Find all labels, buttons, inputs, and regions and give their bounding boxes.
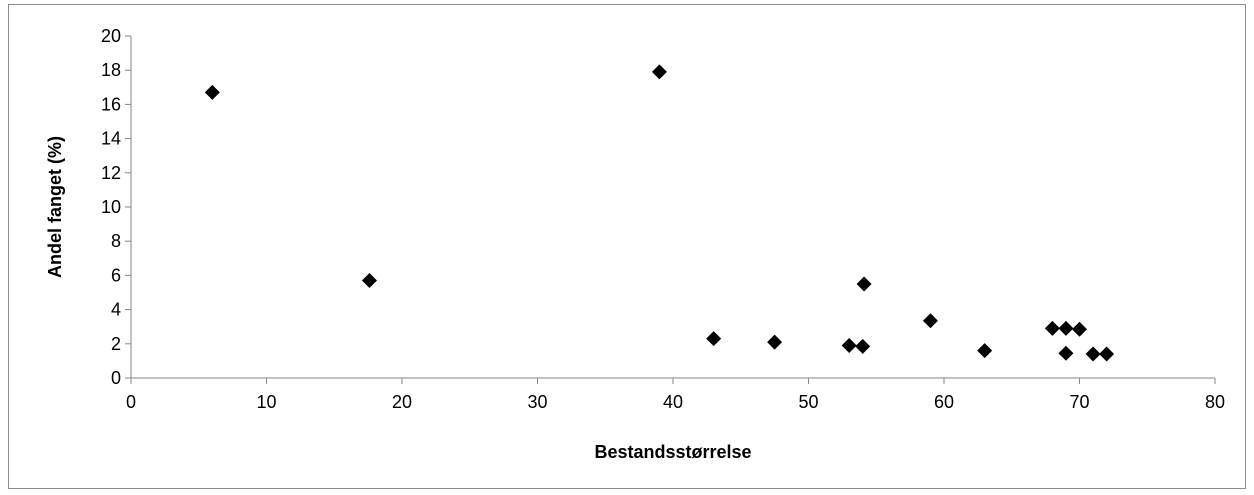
data-point (767, 334, 783, 350)
y-tick-label: 12 (101, 163, 121, 183)
y-tick-label: 16 (101, 94, 121, 114)
x-tick-label: 40 (663, 392, 683, 412)
data-point (1072, 321, 1087, 337)
data-point (1058, 345, 1074, 361)
y-tick-label: 18 (101, 60, 121, 80)
data-point (977, 343, 993, 359)
data-point (1085, 346, 1101, 362)
data-point (204, 84, 220, 100)
x-tick-label: 80 (1205, 392, 1225, 412)
y-tick-label: 8 (111, 231, 121, 251)
data-point (856, 276, 872, 292)
tick-labels: 0 2 4 6 8 10 12 14 16 18 20 0 10 20 30 40 50 60 70 80 (101, 26, 1225, 412)
y-tick-label: 14 (101, 129, 121, 149)
x-tick-label: 60 (934, 392, 954, 412)
x-tick-label: 0 (126, 392, 136, 412)
y-tick-label: 10 (101, 197, 121, 217)
y-tick-label: 20 (101, 26, 121, 46)
x-tick-label: 70 (1069, 392, 1089, 412)
x-tick-label: 20 (392, 392, 412, 412)
data-point (841, 338, 857, 354)
data-point (706, 331, 722, 347)
y-axis-title: Andel fanget (%) (45, 136, 65, 278)
data-point (1044, 320, 1060, 336)
y-tick-label: 2 (111, 334, 121, 354)
y-tick-label: 4 (111, 300, 121, 320)
data-point (651, 64, 667, 80)
x-tick-label: 30 (527, 392, 547, 412)
data-points (204, 64, 1115, 362)
data-point (855, 338, 871, 354)
data-point (361, 273, 377, 289)
chart-area: 0 2 4 6 8 10 12 14 16 18 20 0 10 20 30 40 50 60 70 80 Besta… (8, 4, 1246, 489)
y-tick-label: 0 (111, 368, 121, 388)
data-point (922, 313, 938, 329)
x-axis-title: Bestandsstørrelse (594, 442, 751, 462)
axes (125, 35, 1216, 384)
data-point (1058, 320, 1074, 336)
x-tick-label: 50 (798, 392, 818, 412)
x-tick-label: 10 (256, 392, 276, 412)
scatter-plot: 0 2 4 6 8 10 12 14 16 18 20 0 10 20 30 40 50 60 70 80 Besta… (45, 26, 1225, 462)
y-tick-label: 6 (111, 265, 121, 285)
data-point (1099, 346, 1115, 362)
